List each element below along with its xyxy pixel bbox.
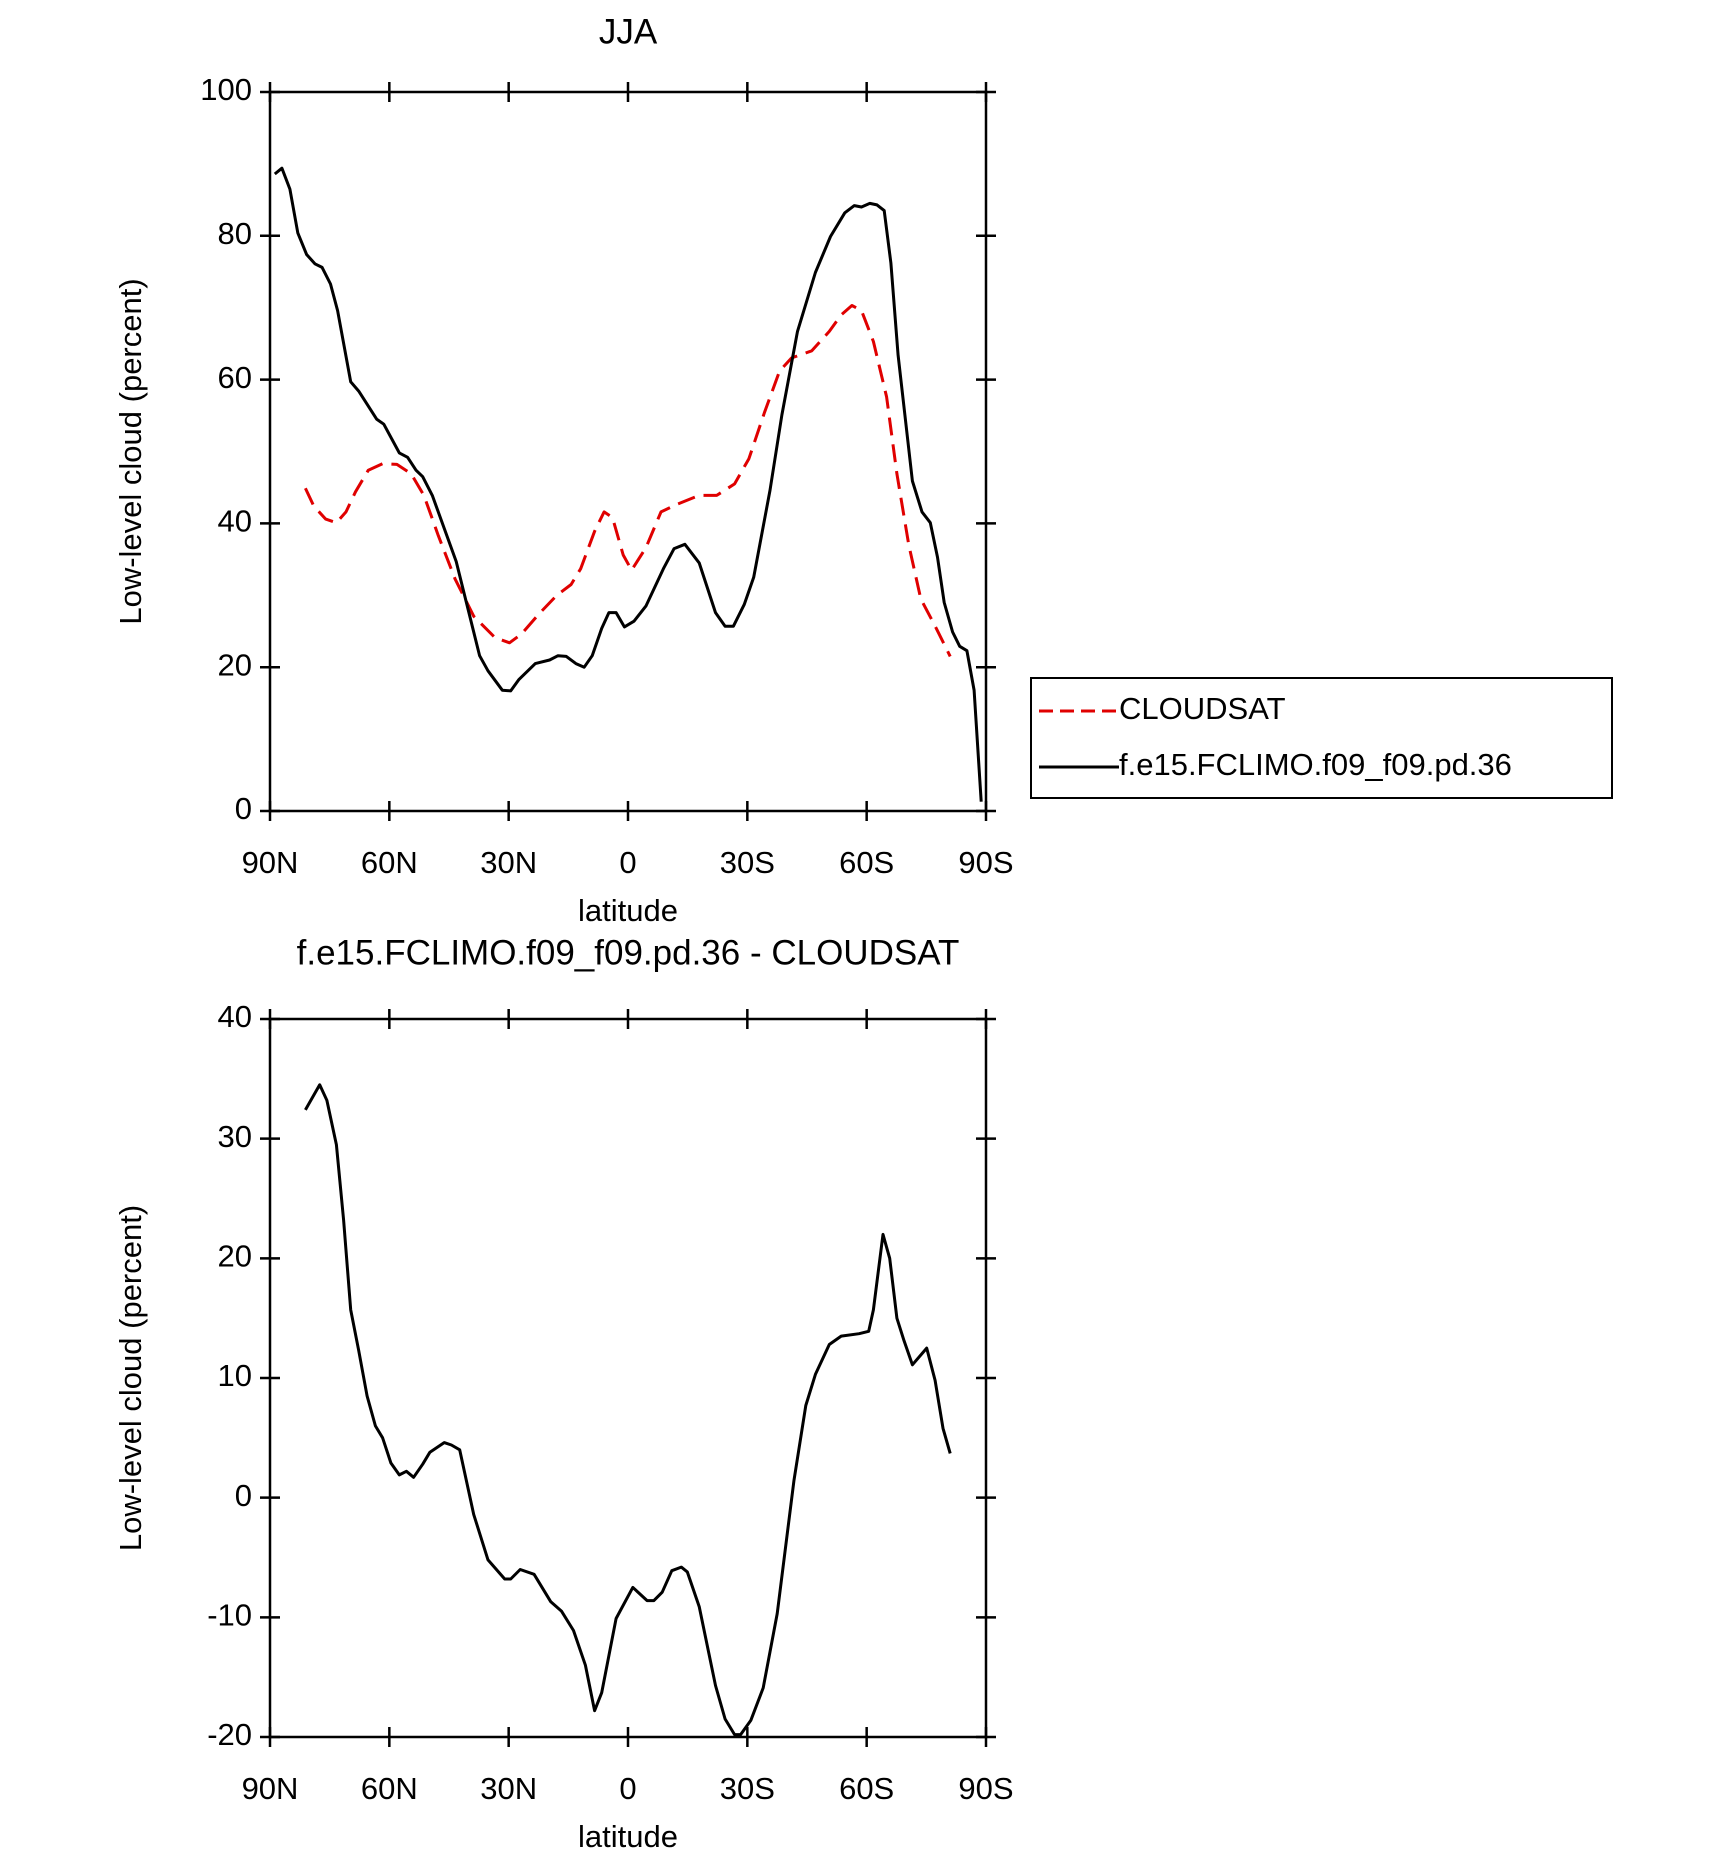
x-tick-label: 30S — [720, 1771, 775, 1806]
y-tick-label: 0 — [235, 1478, 252, 1513]
series-line — [304, 1083, 952, 1737]
y-tick-label: 30 — [218, 1119, 252, 1154]
x-tick-label: 30N — [480, 845, 537, 880]
x-axis-label: latitude — [578, 893, 678, 928]
x-tick-label: 30S — [720, 845, 775, 880]
y-tick-label: 0 — [235, 791, 252, 826]
y-axis-label: Low-level cloud (percent) — [113, 1205, 148, 1551]
x-tick-label: 60N — [361, 845, 418, 880]
y-axis-label: Low-level cloud (percent) — [113, 278, 148, 624]
series-line — [304, 304, 952, 658]
y-tick-label: 100 — [200, 72, 252, 107]
y-tick-label: 10 — [218, 1358, 252, 1393]
x-tick-label: 90S — [958, 1771, 1013, 1806]
x-axis-label: latitude — [578, 1819, 678, 1850]
chart-title: JJA — [599, 12, 658, 51]
x-tick-label: 90N — [242, 1771, 299, 1806]
y-tick-label: 20 — [218, 1239, 252, 1274]
legend-label: CLOUDSAT — [1119, 691, 1286, 726]
y-tick-label: 80 — [218, 216, 252, 251]
legend-box — [1030, 677, 1613, 799]
x-tick-label: 0 — [619, 845, 636, 880]
x-tick-label: 60S — [839, 845, 894, 880]
y-tick-label: -10 — [207, 1598, 252, 1633]
plot-frame — [268, 1017, 988, 1739]
y-tick-label: -20 — [207, 1717, 252, 1752]
x-tick-label: 90S — [958, 845, 1013, 880]
y-tick-label: 40 — [218, 999, 252, 1034]
x-tick-label: 0 — [619, 1771, 636, 1806]
y-tick-label: 40 — [218, 504, 252, 539]
y-tick-label: 20 — [218, 647, 252, 682]
series-line — [273, 166, 983, 802]
x-tick-label: 60N — [361, 1771, 418, 1806]
chart-title: f.e15.FCLIMO.f09_f09.pd.36 - CLOUDSAT — [297, 933, 960, 972]
x-tick-label: 30N — [480, 1771, 537, 1806]
x-tick-label: 60S — [839, 1771, 894, 1806]
y-tick-label: 60 — [218, 360, 252, 395]
legend-label: f.e15.FCLIMO.f09_f09.pd.36 — [1119, 747, 1512, 782]
plot-frame — [268, 90, 988, 813]
x-tick-label: 90N — [242, 845, 299, 880]
